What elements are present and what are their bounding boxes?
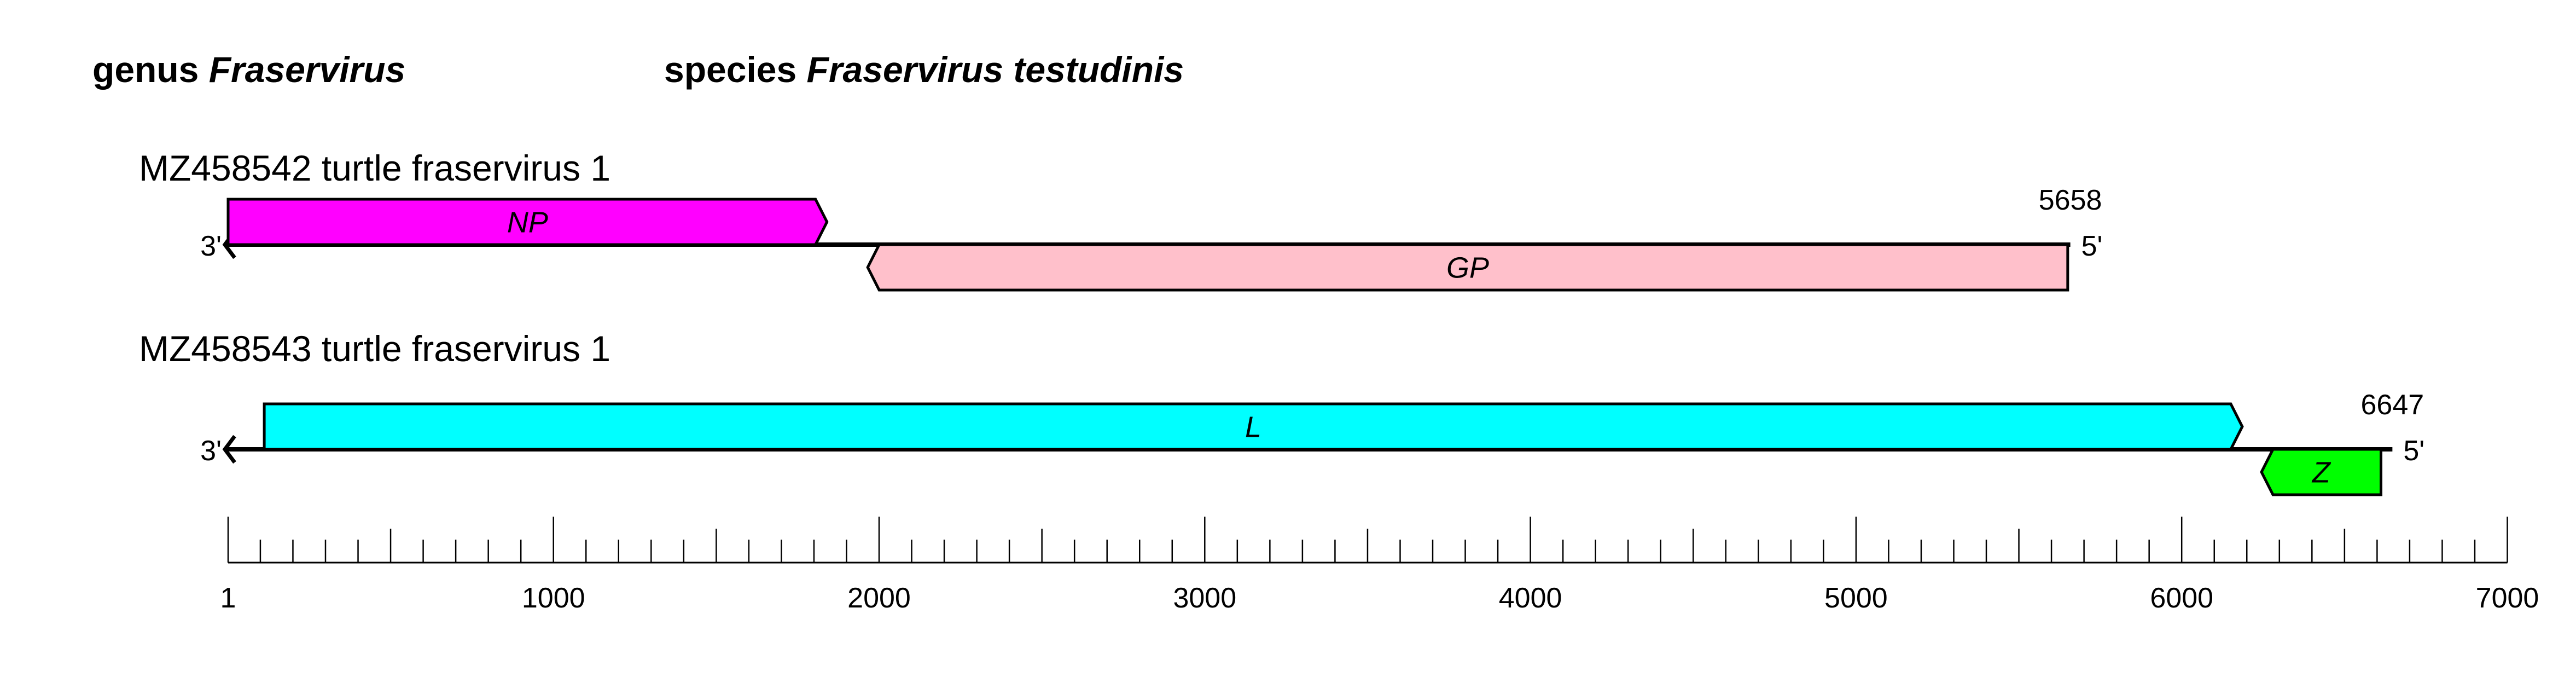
ruler-tick-label: 7000 — [2476, 582, 2539, 614]
sequence-track: MZ458542 turtle fraservirus 1 3' 5' 5658 NP G… — [139, 148, 2103, 292]
length-label: 5658 — [2039, 184, 2102, 216]
gene-label: Z — [2311, 456, 2331, 489]
genus-name: Fraservirus — [209, 49, 406, 90]
arrow-left-icon — [222, 435, 236, 464]
gene-label: GP — [1446, 252, 1489, 285]
species-name: Fraservirus testudinis — [807, 49, 1184, 90]
ruler-tick-label: 5000 — [1824, 582, 1888, 614]
ruler-tick-label: 2000 — [847, 582, 911, 614]
ruler: 1 1000 2000 3000 4000 5000 6000 7000 — [220, 517, 2539, 614]
gene-gp: GP — [866, 243, 2069, 292]
length-label: 6647 — [2361, 389, 2424, 421]
gene-label: NP — [507, 206, 548, 239]
ruler-tick-label: 6000 — [2150, 582, 2213, 614]
end-label-5prime: 5' — [2081, 230, 2103, 262]
sequence-title: MZ458542 turtle fraservirus 1 — [139, 148, 610, 188]
genus-heading: genus Fraservirus — [92, 49, 405, 90]
sequence-track: MZ458543 turtle fraservirus 1 3' 5' 6647 L Z — [139, 328, 2424, 496]
end-label-3prime: 3' — [200, 230, 222, 262]
species-heading: species Fraservirus testudinis — [664, 49, 1184, 90]
gene-label: L — [1245, 411, 1261, 444]
gene-z: Z — [2260, 448, 2383, 496]
gene-np: NP — [226, 198, 829, 246]
ruler-tick-label: 3000 — [1173, 582, 1236, 614]
ruler-tick-label: 4000 — [1499, 582, 1562, 614]
ruler-tick-label: 1 — [220, 582, 236, 614]
species-prefix: species — [664, 49, 796, 90]
gene-arrow — [2260, 448, 2383, 496]
sequence-title: MZ458543 turtle fraservirus 1 — [139, 328, 610, 369]
gene-arrow — [263, 402, 2244, 451]
ruler-tick-label: 1000 — [522, 582, 585, 614]
gene-arrow — [226, 198, 829, 246]
genus-prefix: genus — [92, 49, 199, 90]
end-label-3prime: 3' — [200, 435, 222, 467]
gene-arrow — [866, 243, 2069, 292]
gene-l: L — [263, 402, 2244, 451]
end-label-5prime: 5' — [2403, 435, 2424, 467]
